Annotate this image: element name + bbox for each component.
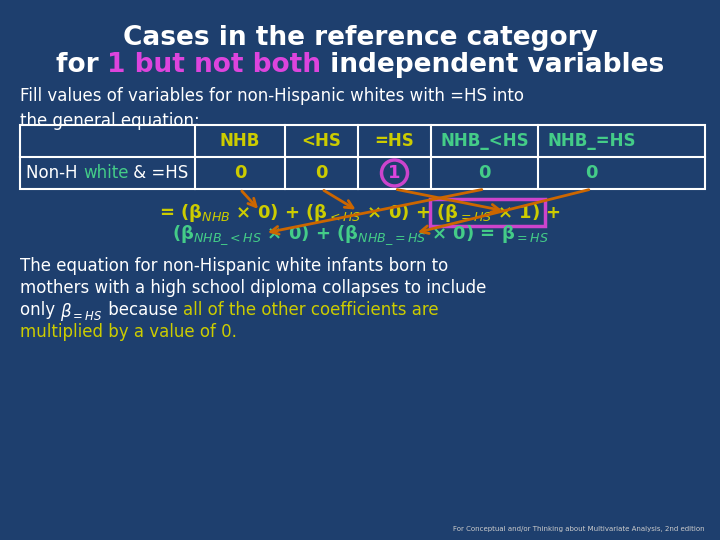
- Text: Non-H: Non-H: [26, 164, 83, 182]
- Text: & =HS: & =HS: [128, 164, 189, 182]
- Bar: [20, 125, 705, 189]
- Text: Fill values of variables for non-Hispanic whites with =HS into
the general equat: Fill values of variables for non-Hispani…: [20, 87, 524, 130]
- Text: = ($\mathbf{\beta}_{NHB}$ × 0) + ($\mathbf{\beta}_{<HS}$ × 0) + ($\mathbf{\beta}: = ($\mathbf{\beta}_{NHB}$ × 0) + ($\math…: [159, 202, 561, 224]
- Text: white: white: [83, 164, 128, 182]
- Text: 0: 0: [315, 164, 328, 182]
- Text: 1 but not both: 1 but not both: [107, 52, 321, 78]
- Text: The equation for non-Hispanic white infants born to: The equation for non-Hispanic white infa…: [20, 257, 449, 275]
- Text: independent variables: independent variables: [321, 52, 665, 78]
- Text: 0: 0: [478, 164, 491, 182]
- Text: multiplied by a value of 0.: multiplied by a value of 0.: [20, 323, 237, 341]
- Text: NHB_=HS: NHB_=HS: [547, 132, 636, 150]
- Text: 0: 0: [234, 164, 246, 182]
- Text: 1: 1: [388, 164, 401, 182]
- Text: NHB_<HS: NHB_<HS: [440, 132, 528, 150]
- Text: mothers with a high school diploma collapses to include: mothers with a high school diploma colla…: [20, 279, 487, 297]
- Text: =HS: =HS: [374, 132, 415, 150]
- Text: $\beta_{=HS}$: $\beta_{=HS}$: [60, 301, 103, 323]
- Text: For Conceptual and/or Thinking about Multivariate Analysis, 2nd edition: For Conceptual and/or Thinking about Mul…: [454, 526, 705, 532]
- Text: because: because: [103, 301, 183, 319]
- Text: 0: 0: [585, 164, 598, 182]
- Text: NHB: NHB: [220, 132, 260, 150]
- Text: only: only: [20, 301, 60, 319]
- Text: <HS: <HS: [302, 132, 341, 150]
- Text: all of the other coefficients are: all of the other coefficients are: [183, 301, 438, 319]
- Text: ($\mathbf{\beta}_{NHB\_<HS}$ × 0) + ($\mathbf{\beta}_{NHB\_=HS}$ × 0) = $\mathbf: ($\mathbf{\beta}_{NHB\_<HS}$ × 0) + ($\m…: [171, 223, 549, 247]
- Text: Cases in the reference category: Cases in the reference category: [122, 25, 598, 51]
- Text: for: for: [55, 52, 107, 78]
- Bar: [430, 199, 545, 226]
